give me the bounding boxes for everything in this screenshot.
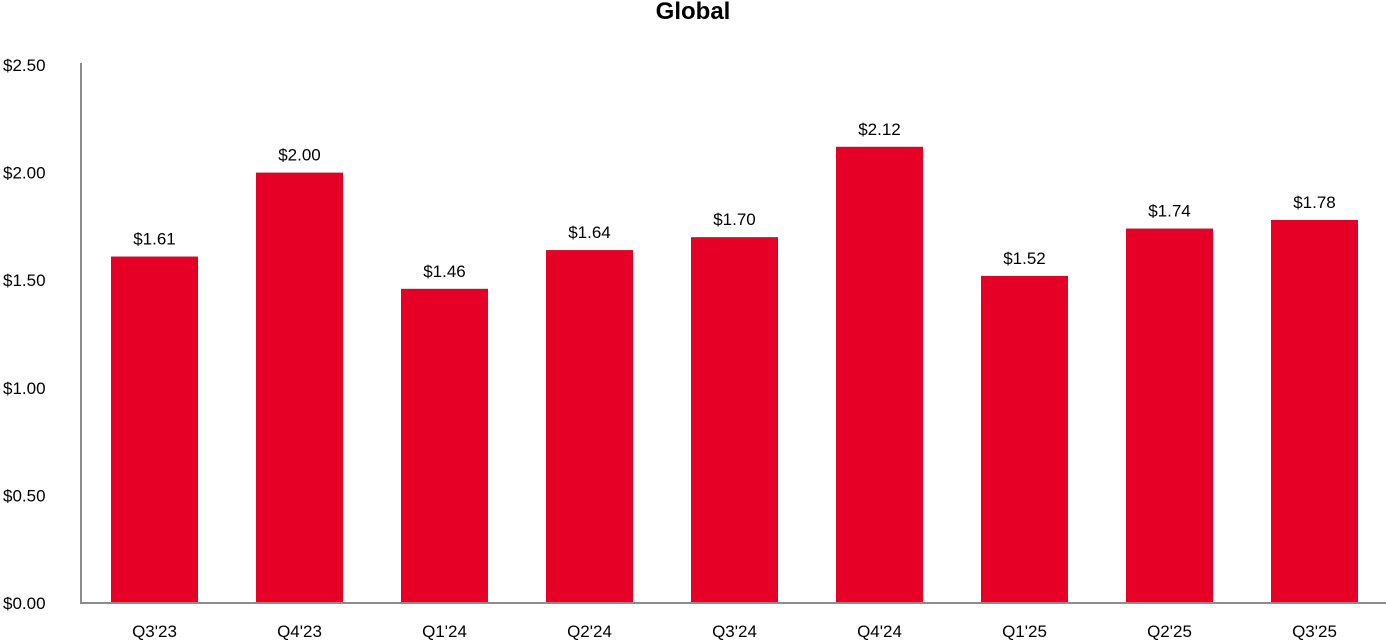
y-tick-label: $1.50 bbox=[3, 271, 46, 290]
y-tick-label: $0.50 bbox=[3, 486, 46, 505]
bar bbox=[981, 275, 1068, 603]
data-label: $2.00 bbox=[278, 146, 321, 165]
bar bbox=[546, 250, 633, 603]
data-label: $1.78 bbox=[1293, 193, 1336, 212]
bar bbox=[256, 172, 343, 603]
y-tick-label: $0.00 bbox=[3, 594, 46, 613]
y-tick-label: $1.00 bbox=[3, 379, 46, 398]
x-tick-label: Q2'24 bbox=[567, 622, 612, 640]
y-tick-label: $2.50 bbox=[3, 56, 46, 75]
data-label: $1.64 bbox=[568, 223, 611, 242]
x-tick-label: Q2'25 bbox=[1147, 622, 1192, 640]
data-label: $1.70 bbox=[713, 210, 756, 229]
x-tick-label: Q3'24 bbox=[712, 622, 757, 640]
bar bbox=[836, 146, 923, 603]
x-tick-label: Q4'23 bbox=[277, 622, 322, 640]
x-tick-label: Q1'25 bbox=[1002, 622, 1047, 640]
y-axis: $0.00 $0.50 $1.00 $1.50 $2.00 $2.50 bbox=[3, 56, 82, 613]
chart-title: Global bbox=[655, 0, 731, 25]
data-label: $1.74 bbox=[1148, 202, 1191, 221]
bar bbox=[111, 256, 198, 603]
data-label: $1.46 bbox=[423, 262, 466, 281]
bars bbox=[111, 146, 1358, 603]
data-label: $2.12 bbox=[858, 120, 901, 139]
x-tick-label: Q1'24 bbox=[422, 622, 467, 640]
bar bbox=[1271, 219, 1358, 603]
bar bbox=[691, 237, 778, 603]
x-axis: Q3'23 Q4'23 Q1'24 Q2'24 Q3'24 Q4'24 Q1'25 Q2'25… bbox=[80, 602, 1386, 640]
bar bbox=[1126, 228, 1213, 603]
x-tick-label: Q3'23 bbox=[132, 622, 177, 640]
x-tick-label: Q3'25 bbox=[1292, 622, 1337, 640]
data-label: $1.52 bbox=[1003, 249, 1046, 268]
bar bbox=[401, 288, 488, 603]
data-label: $1.61 bbox=[133, 230, 176, 249]
x-tick-label: Q4'24 bbox=[857, 622, 902, 640]
data-labels: $1.61 $2.00 $1.46 $1.64 $1.70 $2.12 $1.52 $1.74… bbox=[133, 120, 1336, 281]
y-tick-label: $2.00 bbox=[3, 164, 46, 183]
